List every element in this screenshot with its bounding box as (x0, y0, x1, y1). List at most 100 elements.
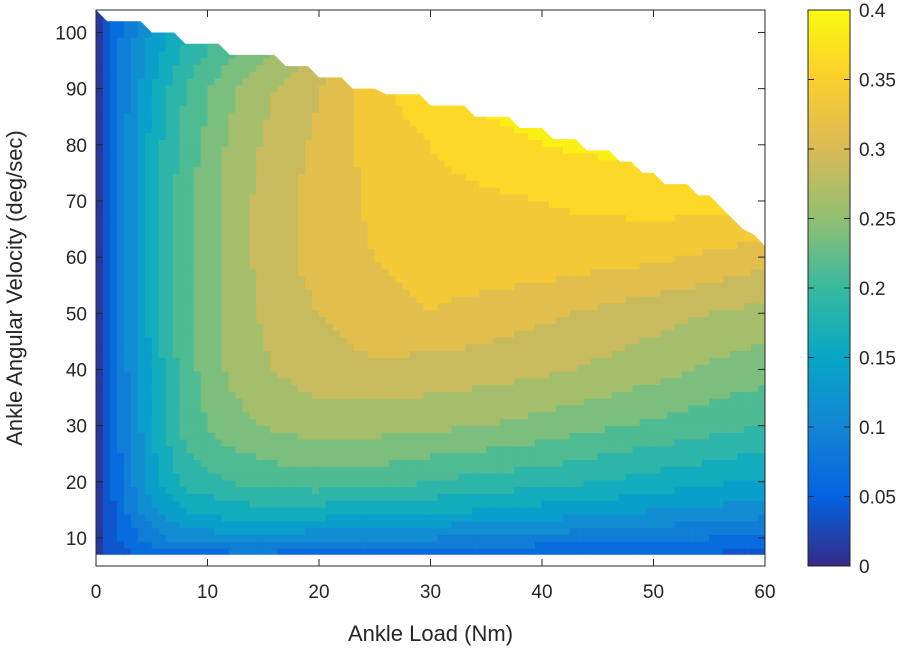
contour-cell (207, 153, 216, 161)
contour-cell (395, 534, 404, 542)
contour-cell (374, 364, 383, 372)
contour-cell (186, 118, 195, 127)
contour-cell (444, 384, 453, 392)
contour-cell (514, 513, 522, 522)
contour-cell (319, 221, 327, 229)
contour-cell (325, 302, 334, 311)
contour-cell (458, 364, 466, 372)
contour-cell (500, 404, 508, 413)
contour-cell (200, 534, 209, 542)
contour-cell (409, 112, 418, 120)
contour-cell (221, 493, 230, 501)
contour-cell (521, 132, 529, 140)
contour-cell (291, 377, 299, 386)
contour-cell (521, 173, 529, 181)
contour-cell (367, 336, 376, 345)
contour-cell (437, 398, 446, 406)
contour-cell (277, 275, 285, 283)
contour-cell (179, 364, 188, 372)
contour-cell (493, 323, 501, 331)
contour-cell (263, 207, 271, 215)
contour-cell (207, 513, 216, 522)
contour-cell (158, 227, 167, 236)
contour-cell (305, 364, 313, 372)
contour-cell (332, 289, 341, 297)
contour-cell (298, 302, 306, 311)
contour-cell (116, 323, 125, 331)
contour-cell (360, 200, 369, 209)
contour-cell (423, 289, 432, 297)
contour-cell (186, 391, 195, 399)
contour-cell (284, 541, 292, 549)
contour-cell (130, 166, 139, 175)
contour-cell (158, 479, 167, 488)
contour-cell (130, 391, 139, 399)
contour-cell (339, 200, 348, 209)
contour-cell (158, 187, 167, 195)
contour-cell (458, 330, 466, 338)
contour-cell (298, 370, 306, 379)
contour-cell (465, 507, 473, 515)
contour-cell (235, 105, 243, 113)
contour-cell (270, 398, 278, 406)
contour-cell (214, 425, 223, 433)
contour-cell (256, 547, 264, 555)
contour-cell (151, 336, 160, 345)
contour-cell (186, 513, 195, 522)
contour-cell (235, 357, 243, 365)
contour-cell (109, 227, 118, 236)
contour-cell (151, 486, 160, 495)
contour-cell (298, 71, 306, 79)
contour-cell (423, 350, 432, 358)
contour-cell (207, 391, 216, 399)
contour-cell (353, 343, 362, 352)
contour-cell (521, 377, 529, 386)
contour-cell (221, 139, 230, 147)
contour-cell (465, 146, 473, 154)
contour-cell (221, 125, 230, 134)
contour-cell (339, 125, 348, 134)
contour-cell (137, 166, 146, 175)
contour-cell (221, 302, 230, 311)
contour-cell (158, 57, 167, 66)
contour-cell (277, 234, 285, 243)
contour-cell (151, 112, 160, 120)
contour-cell (193, 207, 202, 215)
contour-cell (151, 473, 160, 481)
contour-cell (284, 432, 292, 440)
contour-cell (521, 425, 529, 433)
contour-cell (179, 500, 188, 508)
contour-cell (172, 57, 181, 66)
contour-cell (479, 166, 487, 175)
contour-cell (312, 466, 320, 474)
contour-cell (381, 282, 390, 290)
contour-cell (312, 323, 320, 331)
contour-cell (242, 418, 250, 426)
contour-cell (458, 132, 466, 140)
contour-cell (486, 187, 494, 195)
contour-cell (277, 391, 285, 399)
contour-cell (458, 507, 466, 515)
contour-cell (214, 493, 223, 501)
contour-cell (493, 364, 501, 372)
contour-cell (214, 336, 223, 345)
contour-cell (179, 452, 188, 461)
contour-cell (367, 486, 376, 495)
contour-cell (472, 432, 480, 440)
contour-cell (298, 343, 306, 352)
contour-cell (514, 221, 522, 229)
contour-cell (451, 377, 459, 386)
contour-cell (123, 330, 132, 338)
contour-cell (179, 153, 188, 161)
contour-cell (291, 384, 299, 392)
contour-cell (430, 159, 439, 168)
contour-cell (346, 146, 355, 154)
contour-cell (256, 364, 264, 372)
contour-cell (179, 302, 188, 311)
contour-cell (409, 159, 418, 168)
contour-cell (298, 350, 306, 358)
contour-cell (96, 357, 104, 365)
contour-cell (305, 153, 313, 161)
contour-cell (312, 309, 320, 318)
contour-cell (479, 418, 487, 426)
